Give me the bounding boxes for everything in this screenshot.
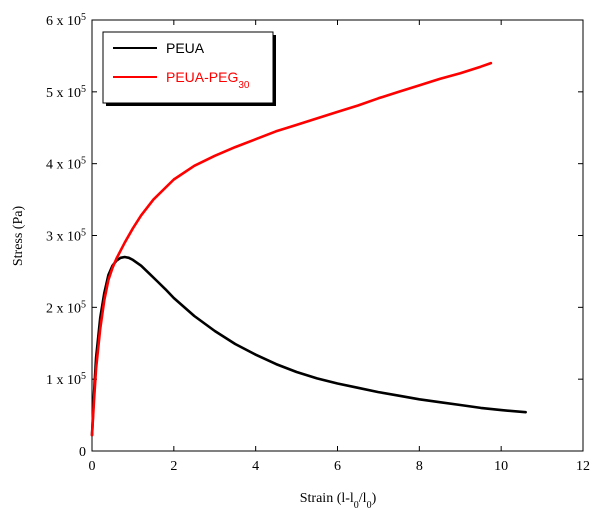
series-layer <box>90 61 528 437</box>
y-tick-label: 2 x 105 <box>46 299 86 317</box>
x-axis-title-part1: Strain (l-l <box>300 491 354 506</box>
legend: PEUA PEUA-PEG30 <box>102 31 276 106</box>
x-tick-label: 0 <box>89 459 96 474</box>
x-axis-title-part2: /l <box>359 491 367 506</box>
y-tick-label: 5 x 105 <box>46 83 86 101</box>
y-tick-label: 6 x 105 <box>46 12 86 30</box>
x-tick-label: 2 <box>170 459 177 474</box>
series-line-peua-peg <box>90 61 493 437</box>
y-tick-label: 1 x 105 <box>46 371 86 389</box>
legend-box <box>102 31 274 104</box>
x-tick-label: 6 <box>334 459 341 474</box>
x-tick-label: 4 <box>252 459 259 474</box>
y-axis-ticks: 0 1 x 105 2 x 105 3 x 105 4 x 105 5 x 105 6 x … <box>46 12 583 460</box>
legend-label-peua-peg: PEUA-PEG30 <box>166 69 250 91</box>
x-axis-title-part3: ) <box>372 491 377 506</box>
x-axis-title-sub2: 0 <box>367 500 372 510</box>
x-tick-label: 10 <box>494 459 508 474</box>
y-tick-label: 4 x 105 <box>46 155 86 173</box>
y-axis-title: Stress (Pa) <box>11 206 26 267</box>
y-tick-label: 0 <box>79 445 86 460</box>
y-tick-label: 3 x 105 <box>46 227 86 245</box>
x-axis-title: Strain (l-l0/l0) <box>300 491 377 510</box>
series-line-peua <box>90 255 528 437</box>
x-tick-label: 12 <box>576 459 590 474</box>
legend-label-peua: PEUA <box>166 40 205 56</box>
x-axis-title-sub1: 0 <box>354 500 359 510</box>
x-axis-ticks: 0 2 4 6 8 10 12 <box>89 20 590 474</box>
x-tick-label: 8 <box>416 459 423 474</box>
